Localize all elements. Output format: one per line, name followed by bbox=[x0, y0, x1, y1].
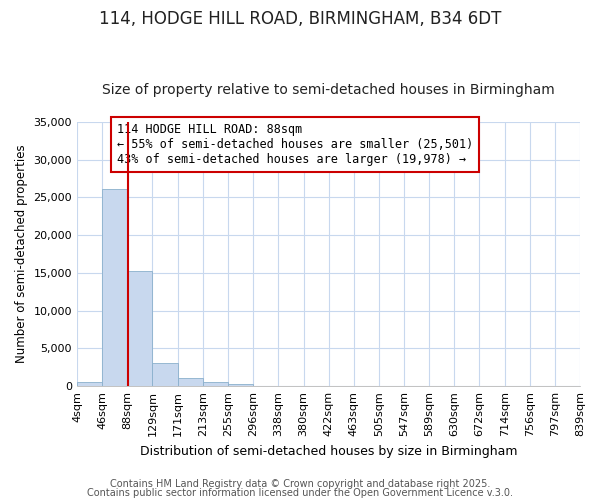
Bar bbox=[228, 384, 253, 386]
X-axis label: Distribution of semi-detached houses by size in Birmingham: Distribution of semi-detached houses by … bbox=[140, 444, 517, 458]
Bar bbox=[77, 382, 103, 386]
Bar bbox=[152, 363, 178, 386]
Bar bbox=[103, 189, 128, 386]
Bar bbox=[203, 382, 228, 386]
Text: Contains HM Land Registry data © Crown copyright and database right 2025.: Contains HM Land Registry data © Crown c… bbox=[110, 479, 490, 489]
Bar bbox=[128, 272, 152, 386]
Text: Contains public sector information licensed under the Open Government Licence v.: Contains public sector information licen… bbox=[87, 488, 513, 498]
Text: 114, HODGE HILL ROAD, BIRMINGHAM, B34 6DT: 114, HODGE HILL ROAD, BIRMINGHAM, B34 6D… bbox=[99, 10, 501, 28]
Title: Size of property relative to semi-detached houses in Birmingham: Size of property relative to semi-detach… bbox=[102, 83, 555, 97]
Bar bbox=[178, 378, 203, 386]
Text: 114 HODGE HILL ROAD: 88sqm
← 55% of semi-detached houses are smaller (25,501)
43: 114 HODGE HILL ROAD: 88sqm ← 55% of semi… bbox=[117, 123, 473, 166]
Y-axis label: Number of semi-detached properties: Number of semi-detached properties bbox=[15, 144, 28, 364]
